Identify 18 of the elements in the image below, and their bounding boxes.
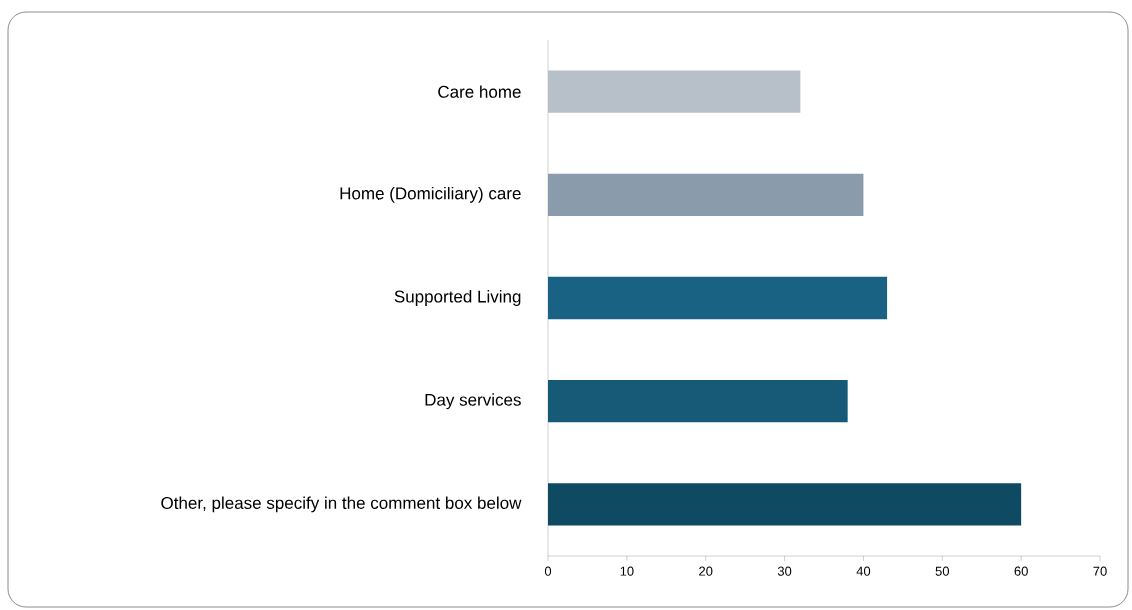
x-tick-label: 30 [777,566,792,576]
x-tick-label: 50 [935,566,949,576]
x-tick-label: 10 [620,566,634,576]
bar [548,276,888,320]
bar [548,173,864,216]
y-tick-label: Supported Living [394,290,521,306]
y-tick-label: Day services [425,393,521,410]
y-tick-label: Other, please specify in the comment box below [161,496,522,513]
bar [548,483,1022,526]
x-tick-label: 40 [856,566,871,576]
y-tick-label: Home (Domiciliary) care [340,186,521,203]
x-tick-label: 70 [1093,566,1107,576]
x-tick-label: 20 [699,566,713,576]
bar [548,70,801,113]
y-tick-label: Care home [438,85,521,98]
x-tick-label: 60 [1014,566,1028,576]
bar [548,380,848,423]
x-tick-label: 0 [544,566,552,576]
